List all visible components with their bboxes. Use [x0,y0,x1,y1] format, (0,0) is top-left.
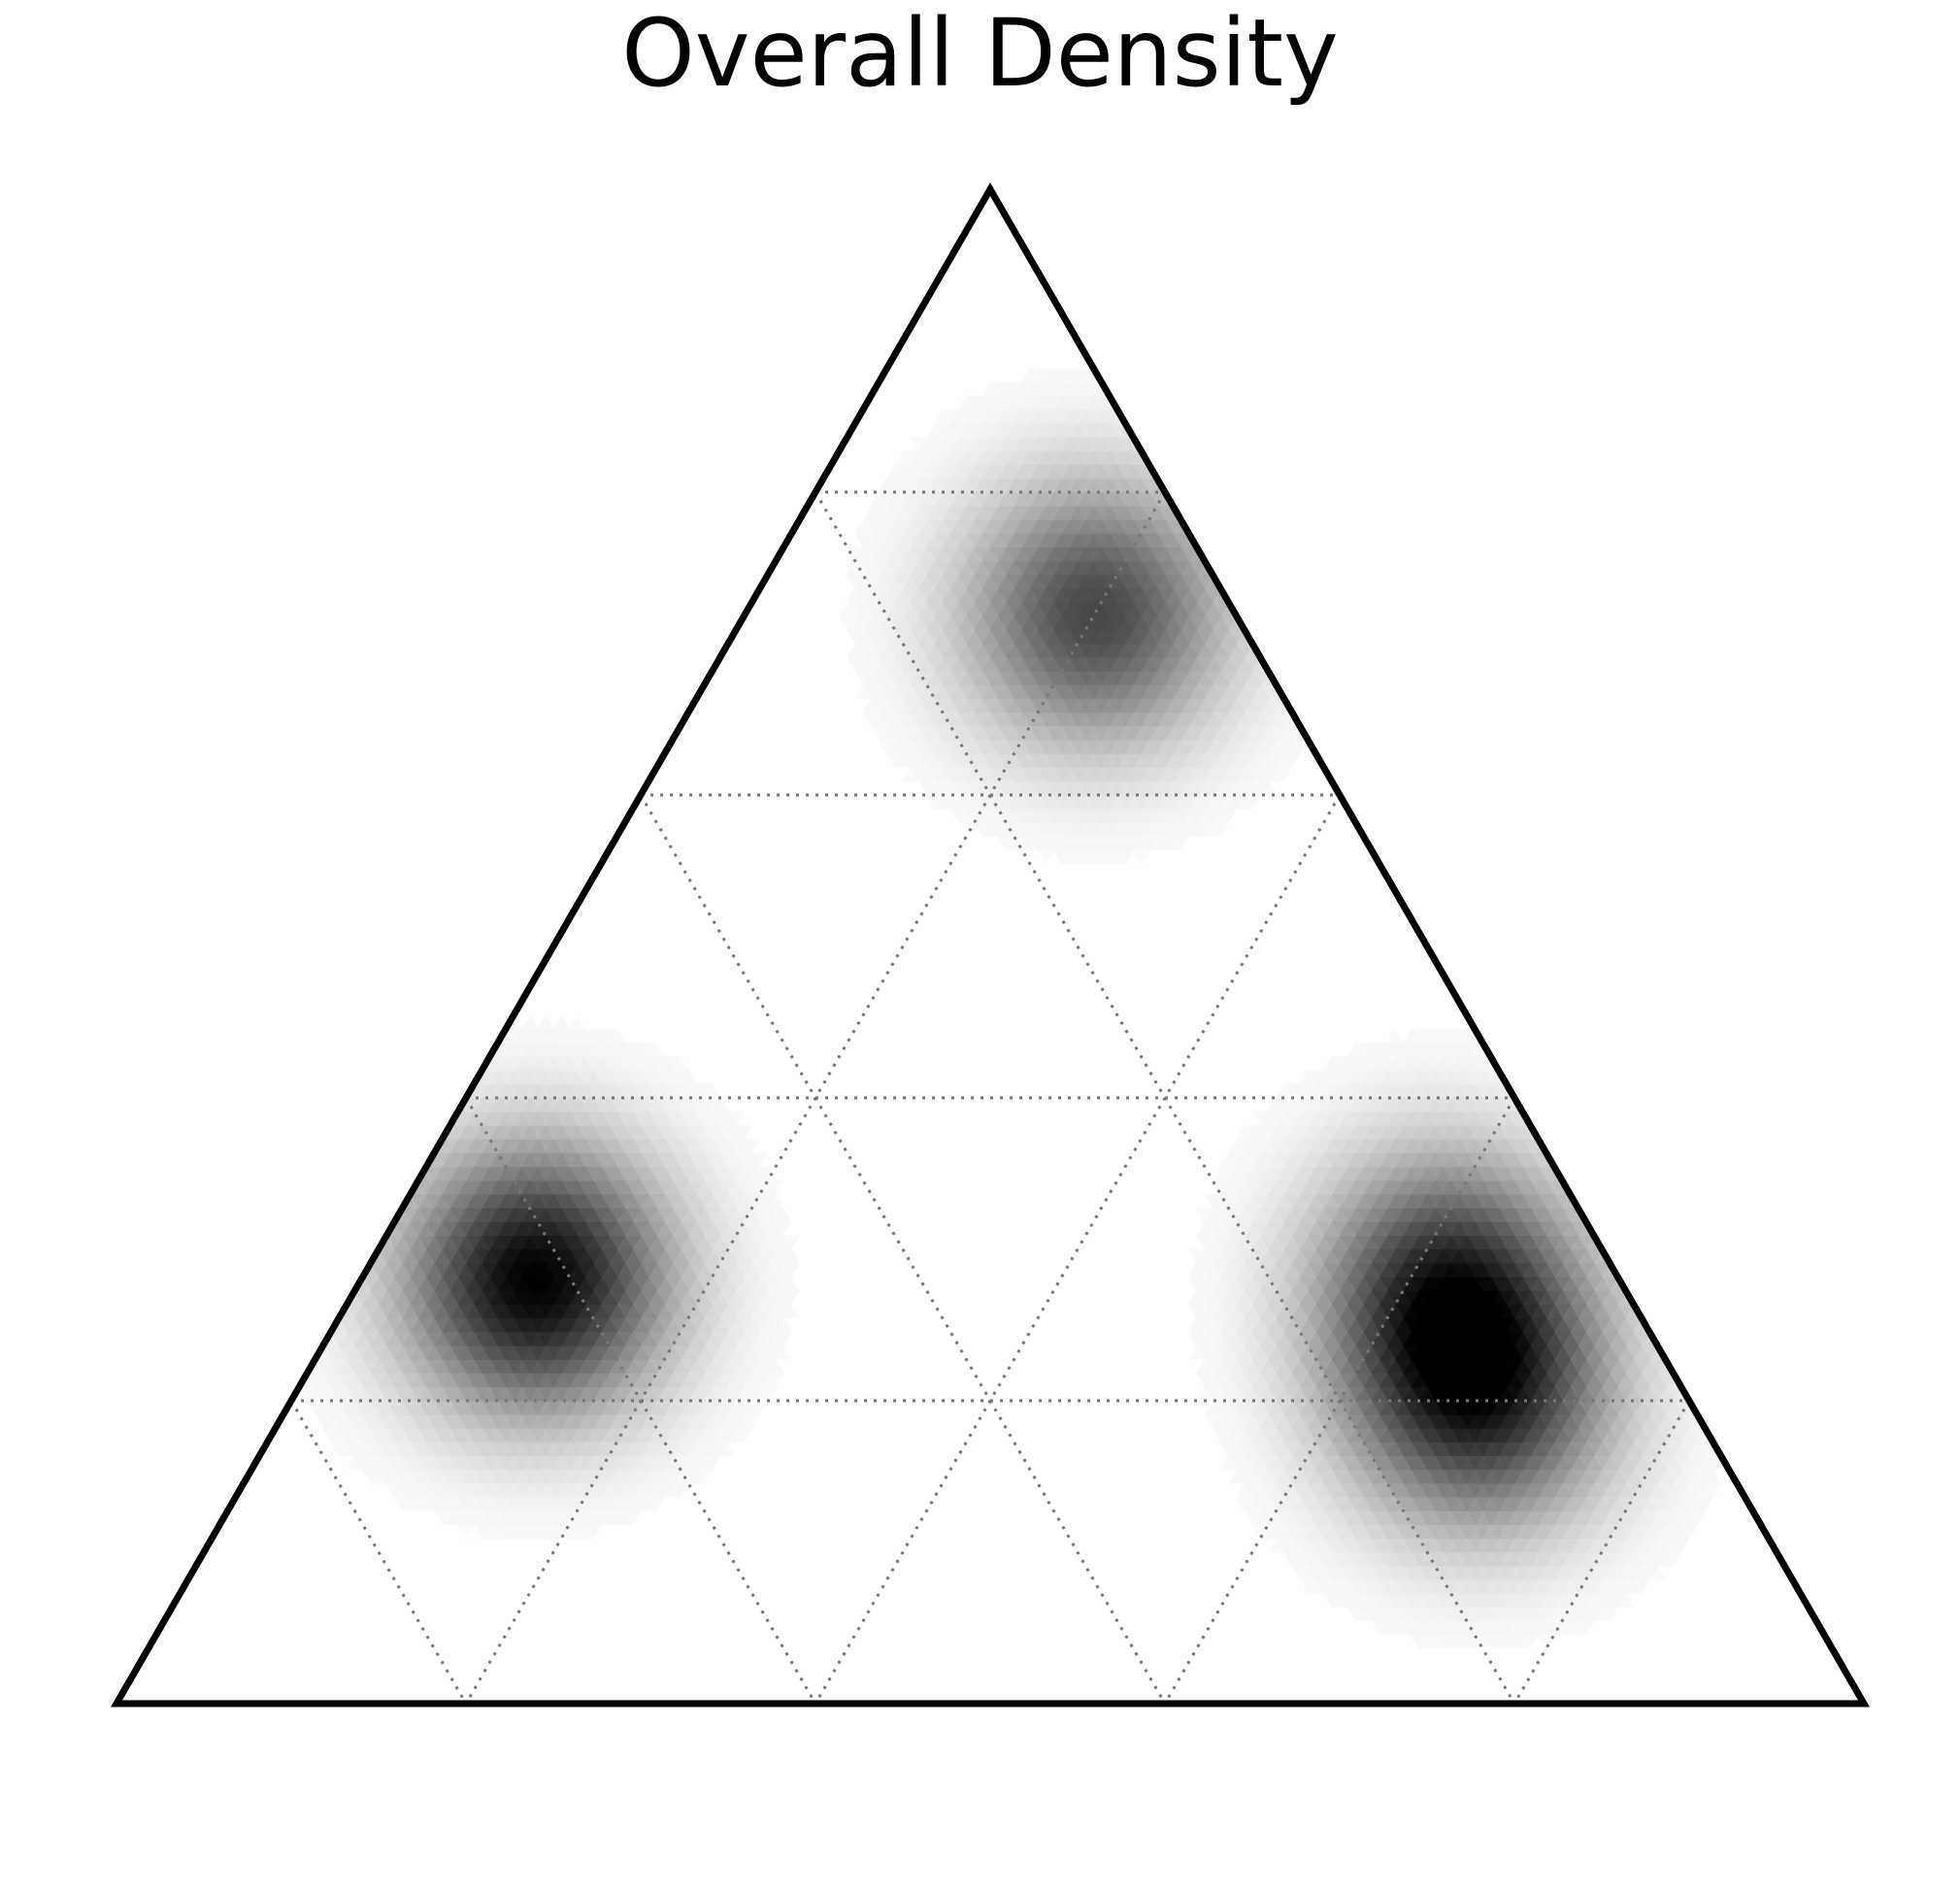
density-cell [1227,1469,1246,1484]
density-cell [1236,1482,1253,1498]
density-cell [346,1455,364,1471]
density-cell [1196,1358,1213,1374]
chart-title: Overall Density [621,0,1339,108]
density-cell [1267,1538,1285,1553]
density-cell [1386,1028,1405,1043]
density-cell [1219,1455,1238,1471]
density-heatmap [298,367,1730,1649]
density-cell [457,1524,475,1540]
density-cell [568,1014,586,1030]
density-cell [552,1014,570,1030]
density-cell [1204,1400,1221,1415]
density-cell [537,1014,554,1030]
density-cell [1132,849,1150,865]
density-cell [1037,849,1055,865]
density-cell [1187,1317,1206,1333]
density-cell [1187,1344,1206,1360]
density-cell [520,1014,539,1030]
